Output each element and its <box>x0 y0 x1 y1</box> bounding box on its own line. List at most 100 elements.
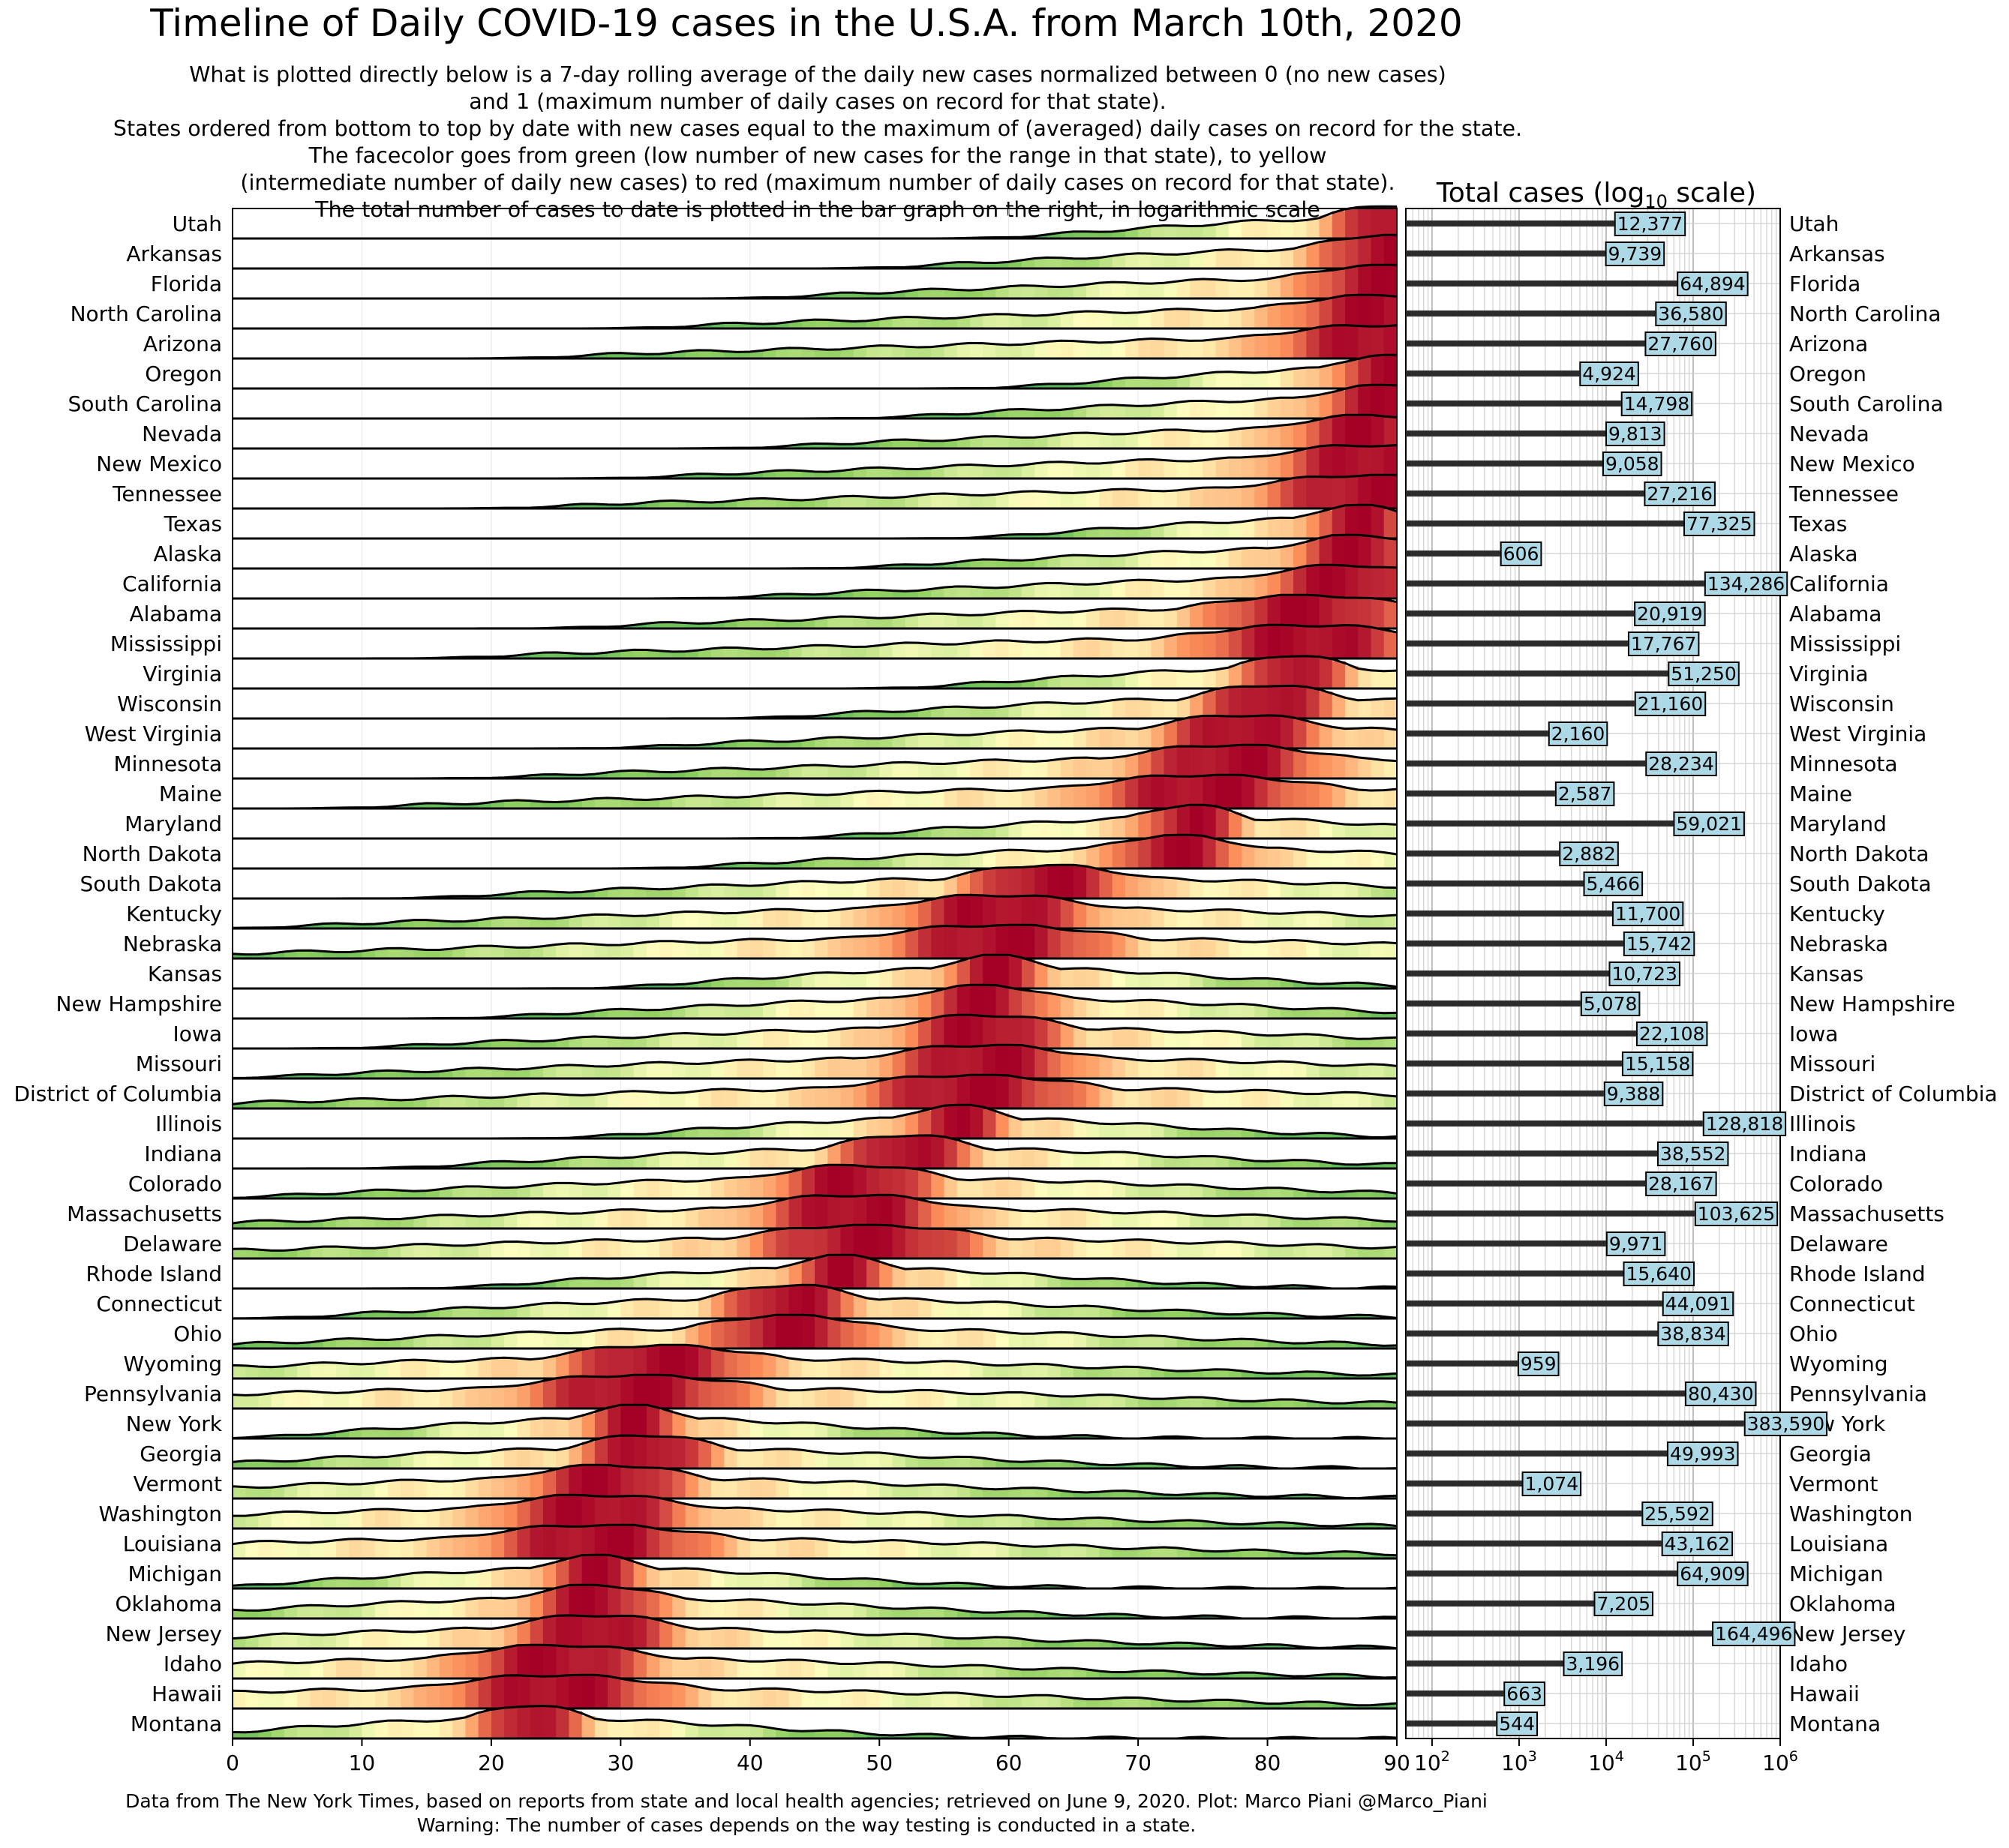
ridge-band <box>1164 1336 1178 1348</box>
ridge-band <box>1215 1284 1230 1288</box>
ridge-band <box>788 1358 803 1378</box>
ridge-band <box>1164 1212 1178 1228</box>
ridge-band <box>1125 433 1139 448</box>
ridge-band <box>620 1466 635 1498</box>
ridge-band <box>853 908 867 928</box>
ridge-band <box>763 741 776 748</box>
ridge-band <box>1215 487 1230 508</box>
ridge-band <box>983 1179 997 1198</box>
ridge-band <box>892 1077 906 1108</box>
ridge-band <box>853 1138 867 1168</box>
ridge-band <box>931 1457 945 1468</box>
ridge-band <box>1228 775 1242 808</box>
ridge-band <box>879 617 893 628</box>
ridge-band <box>853 881 867 898</box>
ridge-band <box>1176 280 1191 298</box>
ridge-band <box>1151 836 1165 868</box>
ridge-band <box>827 1087 842 1108</box>
state-label-left: Texas <box>164 512 222 536</box>
ridge-band <box>1138 1644 1152 1648</box>
ridge-band <box>711 1004 725 1018</box>
ridge-band <box>1047 1364 1062 1378</box>
ridge-band <box>776 1573 790 1588</box>
ridge-band <box>1073 1028 1087 1048</box>
ridge-band <box>633 1330 647 1348</box>
ridge-band <box>542 1471 557 1498</box>
ridge-band <box>917 468 932 478</box>
ridge-band <box>1215 523 1230 538</box>
ridge-band <box>452 1336 466 1348</box>
ridge-band <box>931 1390 945 1408</box>
ridge-band <box>711 913 725 928</box>
ridge-band <box>439 1335 453 1348</box>
state-label-left: Indiana <box>144 1142 222 1166</box>
ridge-band <box>323 1101 337 1108</box>
ridge-band <box>258 1487 272 1498</box>
ridge-band <box>439 1601 453 1618</box>
total-value-label: 9,813 <box>1608 423 1662 445</box>
ridge-band <box>517 1448 531 1468</box>
ridge-band <box>1151 748 1165 778</box>
ridge-band <box>1254 820 1269 838</box>
ridge-band <box>1112 313 1126 328</box>
ridge-band <box>1371 984 1385 988</box>
ridge-band <box>491 1450 505 1468</box>
ridge-band <box>349 1429 363 1438</box>
ridge-band <box>1242 308 1255 328</box>
ridge-band <box>801 940 815 958</box>
ridge-band <box>763 1030 776 1048</box>
ridge-band <box>944 414 958 418</box>
ridge-band <box>478 1678 492 1708</box>
ridge-band <box>465 1245 479 1258</box>
ridge-band <box>581 1012 596 1018</box>
ridge-band <box>827 1030 842 1048</box>
ridge-band <box>1176 430 1191 448</box>
ridge-band <box>866 1690 880 1708</box>
ridge-band <box>1060 1436 1074 1438</box>
ridge-band <box>931 1330 945 1348</box>
ridge-band <box>1267 746 1281 778</box>
ridge-band <box>1280 716 1294 748</box>
ridge-band <box>401 1510 415 1528</box>
ridge-band <box>504 1386 518 1408</box>
ridge-band <box>478 1162 492 1168</box>
ridge-band <box>594 944 608 958</box>
ridge-band <box>1345 238 1359 268</box>
ridge-band <box>1267 220 1281 238</box>
ridge-band <box>1371 1704 1385 1708</box>
ridge-band <box>1254 1131 1269 1138</box>
ridge-band <box>1280 748 1294 778</box>
ridge-band <box>1371 1191 1385 1198</box>
ridge-band <box>866 1452 880 1468</box>
ridge-band <box>413 803 428 808</box>
ridge-band <box>465 1286 479 1288</box>
ridge-band <box>1280 1188 1294 1198</box>
ridge-band <box>905 1228 919 1258</box>
total-value-label: 606 <box>1503 543 1539 565</box>
ridge-band <box>763 620 776 628</box>
ridge-band <box>556 1676 569 1708</box>
ridge-band <box>853 646 867 658</box>
ridge-outline <box>232 1434 1398 1470</box>
ridge-band <box>1332 1703 1346 1708</box>
ridge-band <box>465 1652 479 1678</box>
ridge-band <box>245 1249 260 1258</box>
ridge-band <box>608 798 621 808</box>
ridge-band <box>1242 1189 1255 1198</box>
ridge-band <box>827 1144 842 1168</box>
ridge-band <box>1164 550 1178 568</box>
ridge-band <box>1176 1494 1191 1498</box>
ridge-band <box>1371 1248 1385 1258</box>
ridge-band <box>1228 843 1242 868</box>
ridge-band <box>763 1003 776 1018</box>
ridge-band <box>413 1658 428 1678</box>
ridge-band <box>879 1428 893 1438</box>
state-label-left: Oregon <box>145 362 222 386</box>
ridge-series <box>233 533 1398 570</box>
ridge-band <box>1254 1161 1269 1168</box>
ridge-band <box>1228 522 1242 538</box>
ridge-band <box>892 346 906 358</box>
ridge-band <box>969 1612 983 1618</box>
ridge-band <box>672 1625 686 1648</box>
ridge-band <box>801 974 815 988</box>
